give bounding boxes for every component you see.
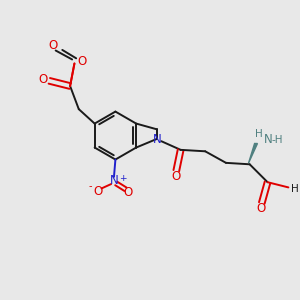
- Text: O: O: [171, 170, 180, 183]
- Text: O: O: [93, 185, 102, 198]
- Polygon shape: [248, 143, 257, 163]
- Text: +: +: [119, 174, 127, 183]
- Text: N: N: [264, 133, 272, 146]
- Text: N: N: [153, 133, 162, 146]
- Text: O: O: [256, 202, 266, 215]
- Text: -H: -H: [272, 135, 284, 145]
- Text: O: O: [48, 38, 58, 52]
- Text: O: O: [38, 73, 48, 86]
- Text: H: H: [255, 129, 263, 139]
- Text: N: N: [110, 174, 119, 187]
- Text: O: O: [123, 186, 132, 199]
- Text: H: H: [291, 184, 298, 194]
- Text: O: O: [77, 55, 86, 68]
- Text: -: -: [88, 181, 92, 191]
